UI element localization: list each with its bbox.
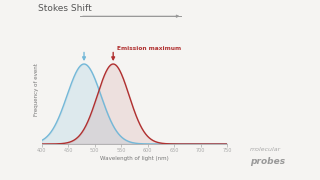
Y-axis label: Frequency of event: Frequency of event bbox=[34, 64, 39, 116]
Text: Emission maximum: Emission maximum bbox=[117, 46, 181, 51]
X-axis label: Wavelength of light (nm): Wavelength of light (nm) bbox=[100, 156, 169, 161]
Text: probes: probes bbox=[250, 157, 285, 166]
Text: Stokes Shift: Stokes Shift bbox=[38, 4, 92, 13]
Text: molecular: molecular bbox=[250, 147, 281, 152]
